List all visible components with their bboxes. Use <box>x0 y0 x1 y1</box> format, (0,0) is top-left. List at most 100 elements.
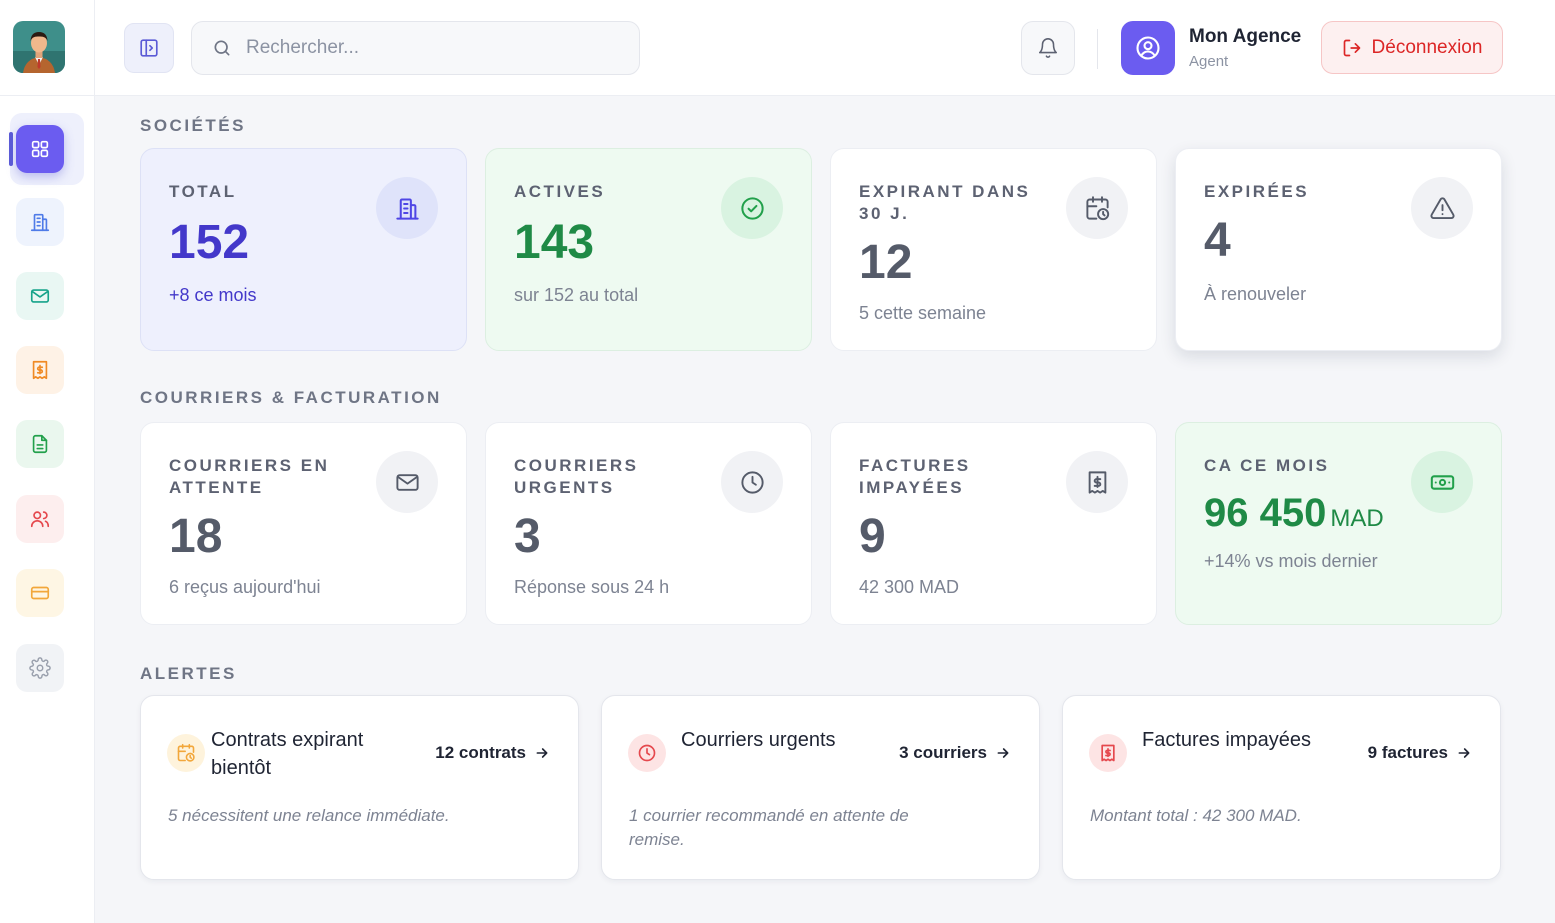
alert-card-contrats[interactable]: Contrats expirant bientôt 12 contrats 5 … <box>140 695 579 880</box>
calendar-clock-icon <box>1085 195 1109 220</box>
stat-card-expirant[interactable]: EXPIRANT DANS 30 J. 12 5 cette semaine <box>830 148 1157 351</box>
card-sub: 42 300 MAD <box>859 577 960 597</box>
alert-title: Contrats expirant bientôt <box>211 729 364 779</box>
sidebar-active-indicator <box>9 132 13 166</box>
search-icon <box>214 40 230 56</box>
card-sub: sur 152 au total <box>514 285 639 305</box>
card-value: 12 <box>859 236 913 289</box>
invoice-icon <box>1101 744 1115 762</box>
sidebar-item-users[interactable] <box>16 495 64 543</box>
alert-description: Montant total : 42 300 MAD. <box>1090 806 1302 825</box>
calendar-clock-icon <box>177 743 195 762</box>
logout-label: Déconnexion <box>1371 36 1483 58</box>
card-label: CA CE MOIS <box>1204 456 1330 475</box>
stat-card-factures-impayees[interactable]: FACTURES IMPAYÉES 9 42 300 MAD <box>830 422 1157 625</box>
alert-link[interactable]: 3 courriers <box>899 743 1011 763</box>
stat-card-total[interactable]: TOTAL 152 +8 ce mois <box>140 148 467 351</box>
card-icon-wrap <box>1411 451 1473 513</box>
clock-icon <box>740 470 764 494</box>
credit-card-icon <box>30 586 50 600</box>
invoice-icon <box>32 360 48 380</box>
user-circle-icon <box>1136 36 1160 60</box>
sidebar-toggle-icon <box>140 39 158 57</box>
logout-icon <box>1343 39 1360 56</box>
card-icon-wrap <box>1066 451 1128 513</box>
section-title-alertes: ALERTES <box>140 664 237 683</box>
card-sub: À renouveler <box>1204 284 1307 304</box>
alert-title: Courriers urgents <box>681 729 836 751</box>
card-icon-wrap <box>376 451 438 513</box>
sidebar-item-factures[interactable] <box>16 346 64 394</box>
alert-card-courriers[interactable]: Courriers urgents 3 courriers 1 courrier… <box>601 695 1040 880</box>
alert-card-factures[interactable]: Factures impayées 9 factures Montant tot… <box>1062 695 1501 880</box>
card-value: 4 <box>1204 214 1231 267</box>
stat-card-courriers-attente[interactable]: COURRIERS EN ATTENTE 18 6 reçus aujourd'… <box>140 422 467 625</box>
alert-title: Factures impayées <box>1142 729 1311 751</box>
section-title-courriers: COURRIERS & FACTURATION <box>140 388 442 407</box>
banknote-icon <box>1430 474 1454 490</box>
sidebar-item-settings[interactable] <box>16 644 64 692</box>
arrow-right-icon <box>1458 748 1470 758</box>
user-avatar[interactable] <box>1121 21 1175 75</box>
card-icon-wrap <box>1066 177 1128 239</box>
card-icon-wrap <box>721 177 783 239</box>
document-icon <box>32 434 48 454</box>
logout-button[interactable]: Déconnexion <box>1321 21 1503 74</box>
card-value: 152 <box>169 216 250 269</box>
card-sub: Réponse sous 24 h <box>514 577 670 597</box>
card-value-unit: MAD <box>1330 505 1384 532</box>
building-icon <box>30 213 50 232</box>
card-value: 9 <box>859 510 886 563</box>
notifications-button[interactable] <box>1021 21 1075 75</box>
search-box[interactable] <box>191 21 640 75</box>
card-icon-wrap <box>721 451 783 513</box>
sidebar-item-societes[interactable] <box>16 198 64 246</box>
sidebar-toggle-button[interactable] <box>124 23 174 73</box>
header-separator <box>1097 29 1098 69</box>
arrow-right-icon <box>536 748 548 758</box>
clock-icon <box>638 744 656 762</box>
card-value: 143 <box>514 216 595 269</box>
card-label: TOTAL <box>169 182 237 201</box>
gear-icon <box>29 657 51 679</box>
sidebar-item-dashboard[interactable] <box>16 125 64 173</box>
alert-icon-wrap <box>628 734 666 772</box>
invoice-icon <box>1088 470 1106 494</box>
alert-link[interactable]: 9 factures <box>1368 743 1472 763</box>
card-sub: 6 reçus aujourd'hui <box>169 577 321 597</box>
top-header: Mon Agence Agent Déconnexion <box>95 0 1555 96</box>
search-input[interactable] <box>246 37 626 59</box>
building-icon <box>395 197 419 220</box>
user-name: Mon Agence <box>1189 26 1302 47</box>
card-label: COURRIERS EN ATTENTE <box>169 456 330 497</box>
stat-card-courriers-urgents[interactable]: COURRIERS URGENTS 3 Réponse sous 24 h <box>485 422 812 625</box>
card-value: 18 <box>169 510 223 563</box>
alert-link-label: 12 contrats <box>435 743 526 762</box>
user-role: Agent <box>1189 53 1229 70</box>
section-title-societes: SOCIÉTÉS <box>140 116 246 135</box>
bell-icon <box>1038 38 1058 58</box>
sidebar-item-documents[interactable] <box>16 420 64 468</box>
stat-card-ca-mois[interactable]: CA CE MOIS 96 450 MAD +14% vs mois dernie… <box>1175 422 1502 625</box>
card-value: 3 <box>514 510 541 563</box>
alert-link[interactable]: 12 contrats <box>435 743 550 763</box>
card-value-number: 96 450 <box>1204 491 1327 535</box>
card-sub: +8 ce mois <box>169 285 257 305</box>
alert-icon-wrap <box>1089 734 1127 772</box>
card-label: ACTIVES <box>514 182 606 201</box>
card-sub: +14% vs mois dernier <box>1204 551 1378 571</box>
sidebar-divider <box>0 95 95 96</box>
card-label: EXPIRANT DANS 30 J. <box>859 182 1031 223</box>
card-value: 96 450 MAD <box>1204 493 1384 533</box>
stat-card-expirees[interactable]: EXPIRÉES 4 À renouveler <box>1175 148 1502 351</box>
alert-description: 5 nécessitent une relance immédiate. <box>168 806 450 825</box>
card-sub: 5 cette semaine <box>859 303 987 323</box>
stat-card-actives[interactable]: ACTIVES 143 sur 152 au total <box>485 148 812 351</box>
agency-avatar[interactable] <box>13 21 65 73</box>
warning-icon <box>1429 196 1455 219</box>
alert-description: 1 courrier recommandé en attente de remi… <box>629 806 909 849</box>
sidebar-item-paiements[interactable] <box>16 569 64 617</box>
sidebar-item-courriers[interactable] <box>16 272 64 320</box>
card-icon-wrap <box>376 177 438 239</box>
arrow-right-icon <box>997 748 1009 758</box>
